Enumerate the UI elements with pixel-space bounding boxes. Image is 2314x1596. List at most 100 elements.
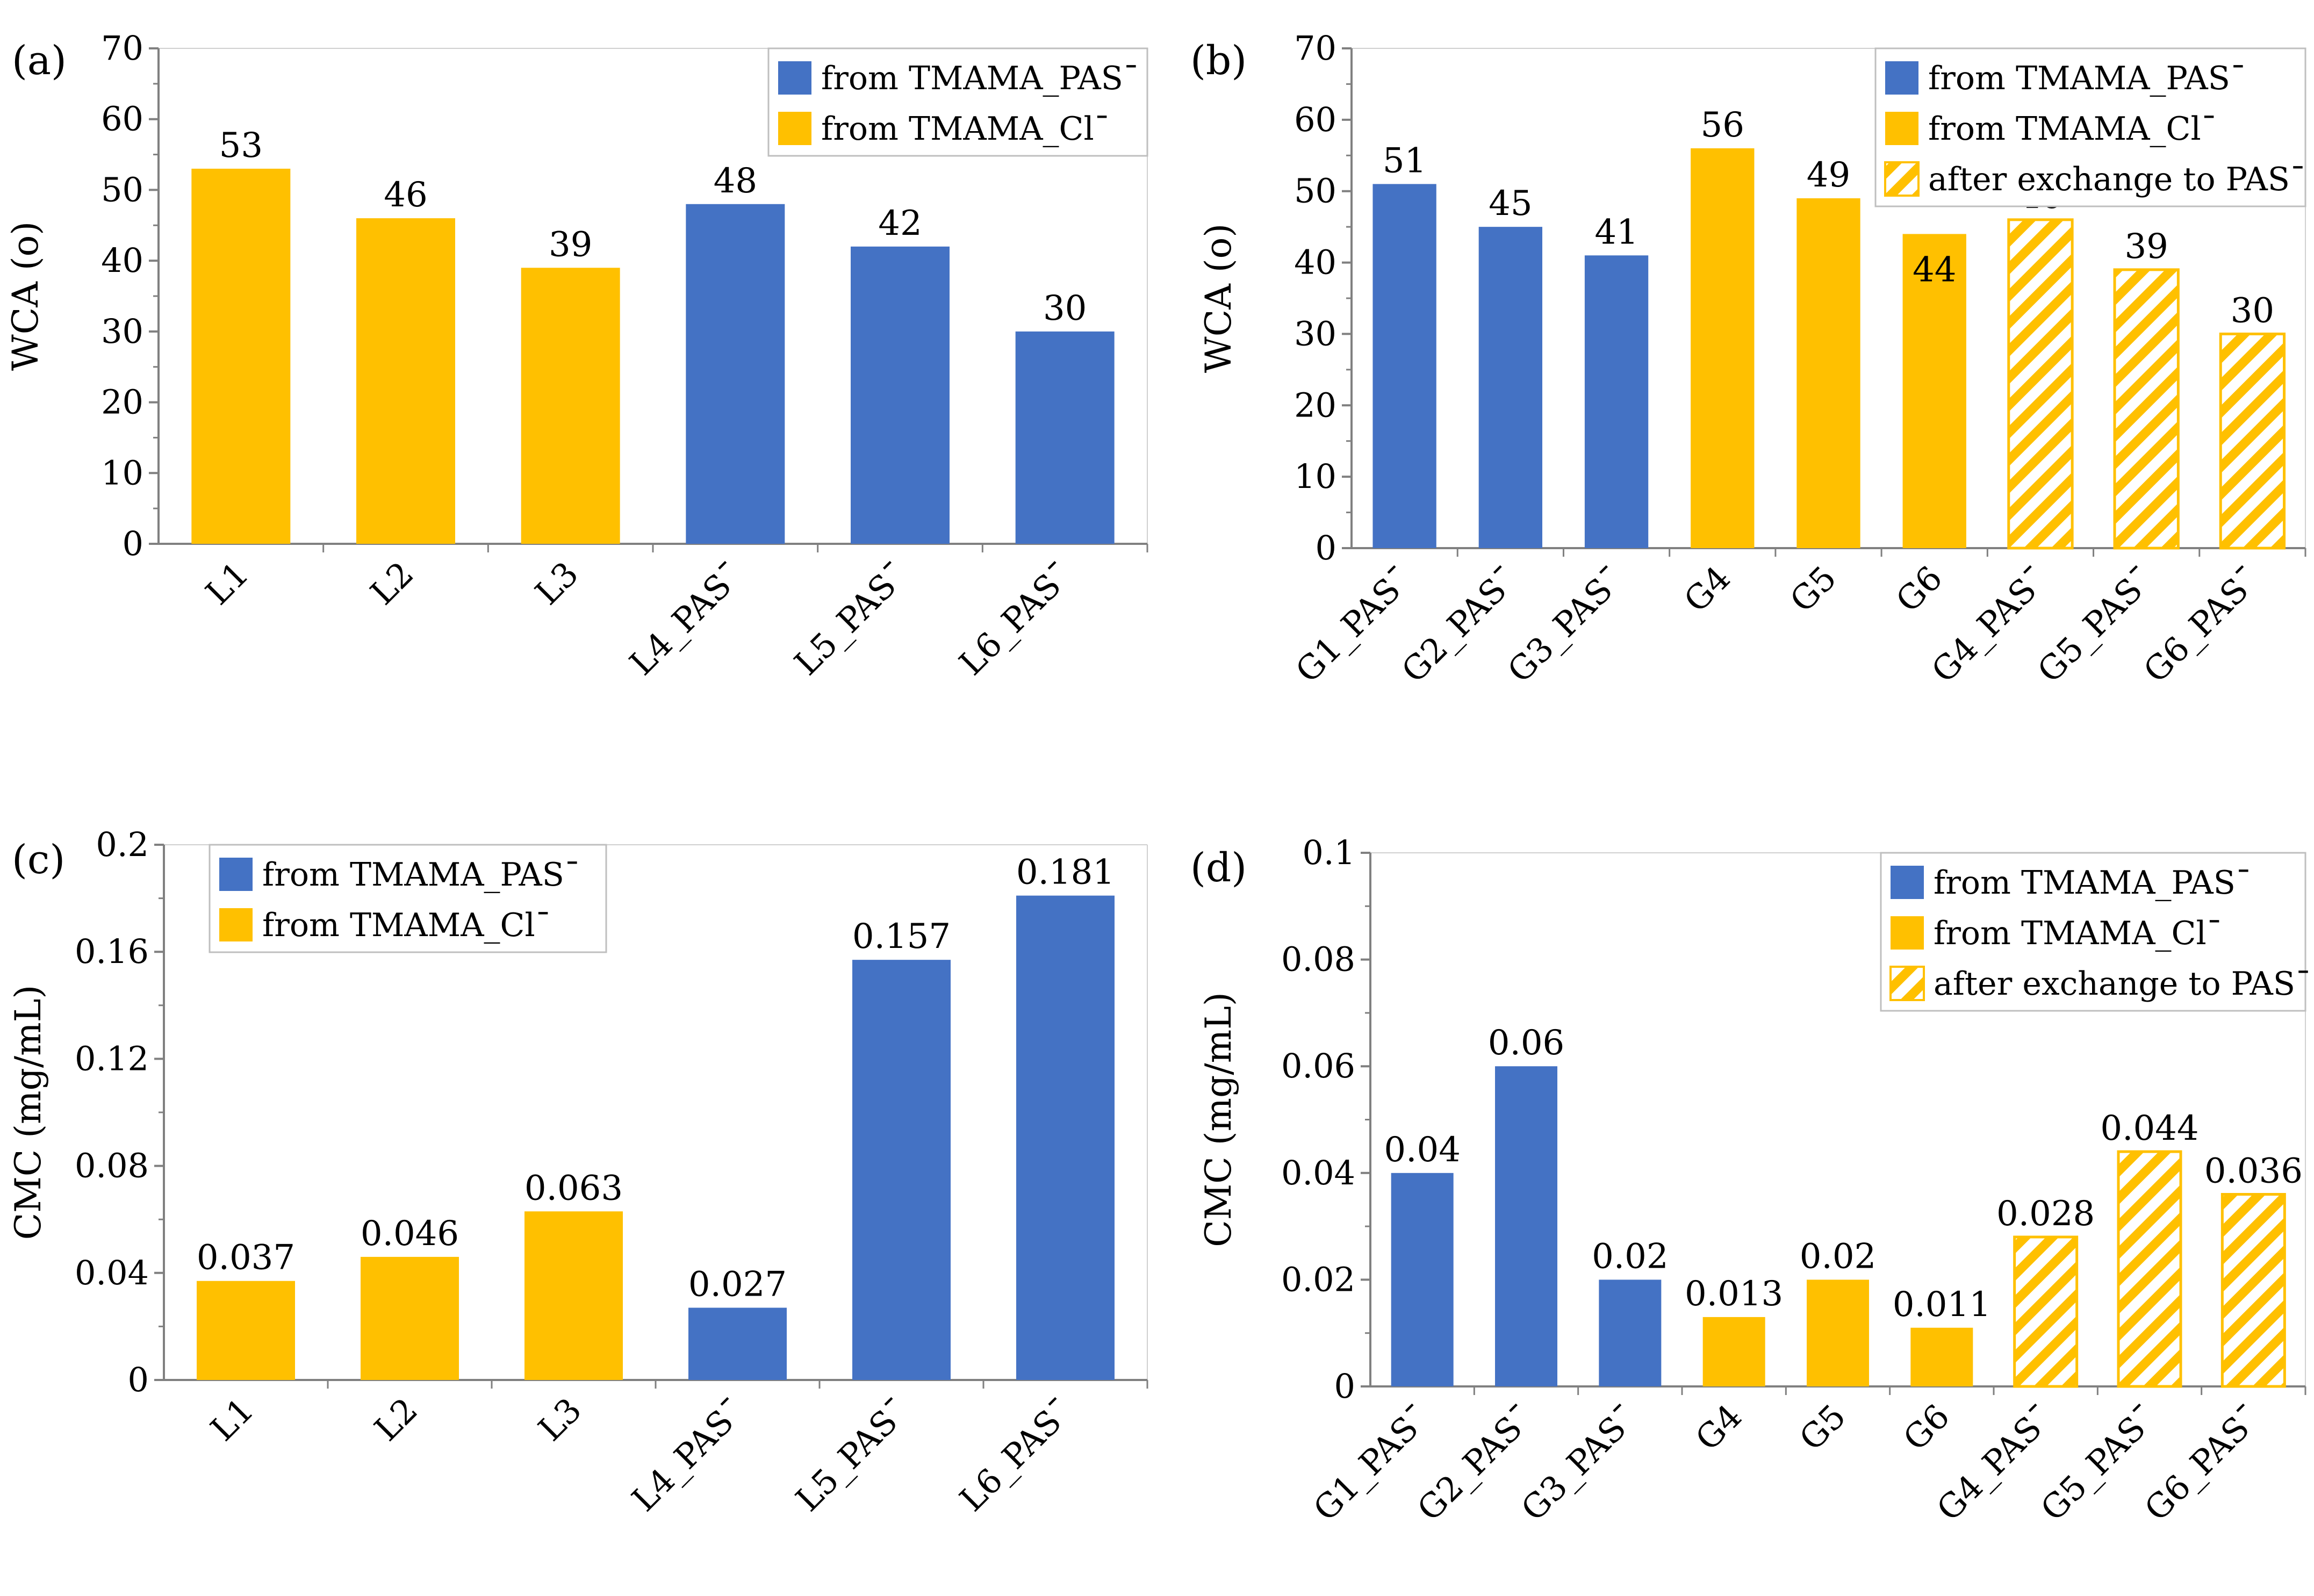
data-label: 0.157 [852,917,951,957]
data-label: 42 [878,204,922,243]
data-label: 44 [1913,250,1956,290]
x-tick-label: G4 [1676,558,1738,620]
data-label: 30 [2231,291,2274,330]
y-tick-label: 0 [123,524,143,563]
data-label: 49 [1807,155,1850,195]
y-axis-label: WCA (o) [5,221,46,371]
y-tick-label: 70 [1294,28,1336,68]
legend-box [1874,47,2306,207]
legend-label: after exchange to PAS¯ [1934,965,2311,1003]
bar [1807,1279,1869,1386]
data-label: 0.046 [361,1214,459,1254]
chart-panel-b: (b) WCA (o) 0 10 20 30 40 50 60 70 51 G1_PAS¯ 45 G2_P… [1190,28,2306,691]
x-tick-label: G6 [1895,1397,1957,1458]
y-tick-label: 0.2 [96,825,149,864]
x-tick-label: L1 [198,554,256,613]
legend-swatch [219,858,253,891]
y-tick-label: 60 [1294,100,1336,139]
legend-swatch [1889,966,1925,1001]
data-label: 0.028 [1996,1194,2095,1234]
y-axis-label: CMC (mg/mL) [8,985,49,1240]
x-tick-label: G4_PAS¯ [1924,558,2056,691]
data-label: 0.02 [1800,1236,1877,1276]
chart-panel-a: (a) WCA (o) 0 10 20 30 40 50 60 70 53 L1 46 L2 39 L3 48 L… [5,28,1148,683]
bar [1495,1066,1557,1386]
legend-label: after exchange to PAS¯ [1928,161,2306,198]
data-label: 51 [1383,141,1426,181]
x-tick-label: L4_PAS¯ [624,1390,753,1519]
bar [688,1307,787,1380]
y-tick-label: 0.1 [1302,833,1355,872]
legend-swatch [1884,161,1920,197]
x-tick-label: G1_PAS¯ [1288,558,1420,691]
data-label: 41 [1594,212,1638,252]
bar [521,268,620,544]
legend-swatch [1891,916,1924,950]
y-axis-label: CMC (mg/mL) [1198,992,1239,1247]
bar [356,218,455,544]
bar [191,168,291,544]
bar [2220,1193,2286,1388]
x-tick-label: L6_PAS¯ [952,1390,1081,1519]
bar [1702,1317,1765,1386]
bar [1016,895,1115,1380]
x-tick-label: L3 [528,554,586,613]
y-tick-label: 0.04 [1281,1153,1355,1192]
panel-letter: (d) [1190,845,1247,891]
x-tick-label: G4 [1688,1397,1750,1458]
y-axis-label: WCA (o) [1198,224,1239,373]
legend-box [1880,852,2306,1012]
y-tick-label: 50 [101,170,143,209]
bar [361,1256,459,1380]
x-tick-label: G6_PAS¯ [2136,558,2268,691]
data-label: 30 [1043,289,1087,328]
bar [1796,198,1860,548]
y-tick-label: 60 [101,99,143,139]
bar [197,1281,295,1380]
data-label: 39 [2124,227,2168,267]
y-tick-label: 0.04 [75,1253,149,1292]
data-label: 0.02 [1592,1236,1669,1276]
data-label: 0.037 [197,1238,295,1278]
data-label: 53 [219,126,263,166]
y-tick-label: 0 [1316,528,1336,567]
y-tick-label: 70 [101,28,143,68]
bar [1902,234,1966,548]
y-tick-label: 30 [101,312,143,351]
bar [686,204,785,544]
panel-letter: (b) [1190,38,1247,84]
x-tick-label: L6_PAS¯ [952,554,1081,683]
data-label: 0.044 [2100,1109,2198,1148]
data-label: 0.027 [688,1265,787,1305]
y-tick-label: 0.12 [75,1039,149,1078]
bar [524,1211,623,1380]
legend-swatch [778,61,811,95]
legend-label: from TMAMA_Cl¯ [262,907,551,944]
bar [2007,218,2074,550]
y-tick-label: 0.06 [1281,1046,1355,1085]
chart-panel-c: (c) CMC (mg/mL) 0 0.04 0.08 0.12 0.16 0.2 0.037 L… [8,825,1148,1519]
bar [2117,1150,2182,1388]
data-label: 0.06 [1488,1023,1565,1063]
legend-swatch [219,908,253,941]
bar [1910,1327,1973,1386]
y-tick-label: 0.16 [75,932,149,971]
legend-label: from TMAMA_PAS¯ [1934,864,2252,902]
legend-swatch [778,112,811,145]
bar [852,960,951,1380]
bar [1372,184,1436,548]
legend-swatch [1885,61,1918,95]
legend-box [767,47,1148,157]
y-tick-label: 20 [1294,385,1336,425]
y-tick-label: 10 [101,453,143,492]
bar [1584,255,1649,548]
y-tick-label: 0 [1334,1367,1355,1406]
legend-swatch [1885,112,1918,145]
y-tick-label: 30 [1294,314,1336,353]
y-tick-label: 20 [101,383,143,422]
bar [2113,268,2180,550]
legend-label: from TMAMA_Cl¯ [821,110,1110,148]
y-tick-label: 10 [1294,457,1336,496]
data-label: 56 [1701,105,1744,145]
